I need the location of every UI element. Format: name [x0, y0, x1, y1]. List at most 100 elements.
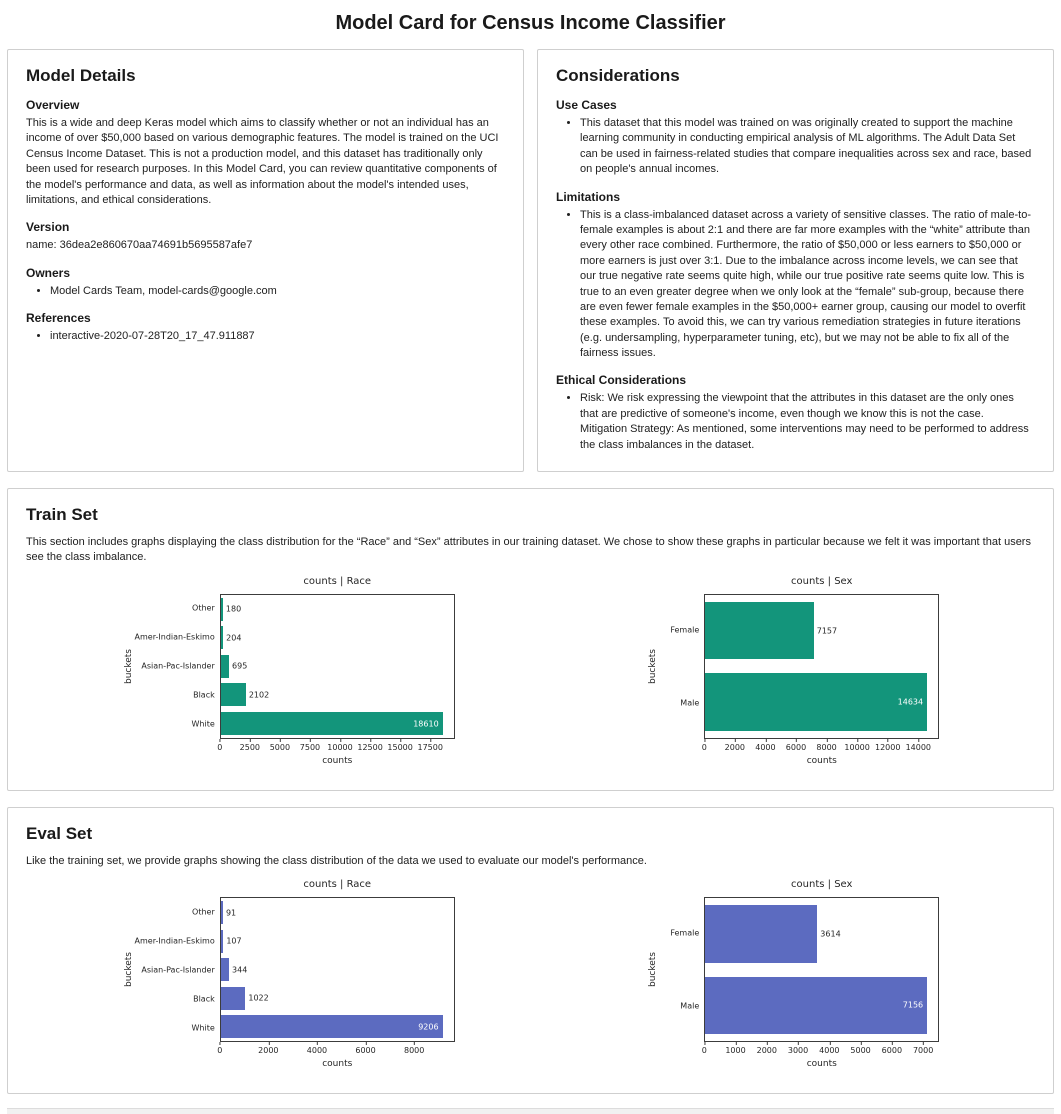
- owners-list: Model Cards Team, model-cards@google.com: [26, 284, 505, 299]
- x-tick-label: 5000: [270, 738, 290, 752]
- eval-sex-chart: counts | Sex buckets Female Male 3614 7156…: [646, 879, 940, 1073]
- chart-y-tick-labels: Female Male: [660, 594, 704, 739]
- x-tick-label: 0: [217, 738, 222, 752]
- y-tick-label: Female: [670, 625, 700, 635]
- use-cases-list: This dataset that this model was trained…: [556, 116, 1035, 178]
- model-details-heading: Model Details: [26, 66, 136, 85]
- limitations-heading: Limitations: [556, 189, 621, 204]
- reference-item: interactive-2020-07-28T20_17_47.911887: [50, 329, 505, 344]
- ethical-risk-text: Risk: We risk expressing the viewpoint t…: [580, 392, 1014, 420]
- considerations-card: Considerations Use Cases This dataset th…: [537, 49, 1054, 473]
- y-tick-label: White: [191, 1023, 215, 1033]
- chart-title: counts | Sex: [791, 575, 853, 587]
- eval-set-description: Like the training set, we provide graphs…: [26, 854, 647, 867]
- chart-x-tick-labels: 0 2500 5000 7500 10000 12500 15000 17500: [217, 738, 455, 756]
- bar-value-label: 9206: [418, 1022, 439, 1032]
- train-set-card: Train Set This section includes graphs d…: [7, 488, 1054, 791]
- x-tick-label: 12500: [357, 738, 383, 752]
- chart-x-axis-label: counts: [322, 755, 353, 766]
- bar-value-label: 3614: [820, 929, 841, 939]
- x-tick-label: 0: [702, 1042, 707, 1055]
- considerations-heading: Considerations: [556, 66, 680, 85]
- chart-y-tick-labels: Other Amer-Indian-Eskimo Asian-Pac-Islande…: [134, 594, 220, 739]
- x-tick-label: 4000: [307, 1042, 327, 1055]
- train-set-description: This section includes graphs displaying …: [26, 536, 1031, 564]
- chart-plot-area: 91 107 344 1022 9206: [219, 897, 455, 1043]
- bar-value-label: 18610: [413, 719, 439, 728]
- x-tick-label: 0: [217, 1042, 222, 1055]
- bar-value-label: 7156: [902, 1000, 924, 1010]
- eval-set-card: Eval Set Like the training set, we provi…: [7, 806, 1054, 1095]
- chart-title: counts | Race: [303, 879, 372, 891]
- y-tick-label: Amer-Indian-Eskimo: [134, 936, 215, 946]
- y-tick-label: Female: [670, 928, 700, 938]
- limitations-list: This is a class-imbalanced dataset acros…: [556, 208, 1035, 362]
- chart-x-tick-labels: 0 2000 4000 6000 8000: [217, 1042, 455, 1059]
- x-tick-label: 7500: [300, 738, 320, 752]
- bar-black: [220, 683, 246, 707]
- version-heading: Version: [26, 220, 70, 235]
- eval-set-heading: Eval Set: [26, 823, 93, 843]
- bar-value-label: 2102: [248, 690, 270, 700]
- train-sex-chart: counts | Sex buckets Female Male 7157 1463…: [646, 575, 940, 770]
- x-tick-label: 12000: [875, 738, 900, 752]
- bar-female: [705, 601, 814, 660]
- x-tick-label: 8000: [404, 1042, 424, 1055]
- x-tick-label: 2500: [240, 738, 260, 752]
- chart-y-tick-labels: Female Male: [660, 897, 704, 1042]
- x-tick-label: 4000: [755, 738, 776, 752]
- x-tick-label: 4000: [819, 1042, 840, 1055]
- x-tick-label: 2000: [757, 1042, 777, 1055]
- chart-x-axis-label: counts: [322, 1059, 353, 1070]
- bar-male: [705, 673, 928, 731]
- x-tick-label: 10000: [327, 738, 353, 752]
- chart-plot-area: 7157 14634: [704, 593, 940, 739]
- x-tick-label: 3000: [788, 1042, 808, 1055]
- y-tick-label: White: [191, 719, 215, 729]
- x-tick-label: 6000: [355, 1042, 376, 1055]
- page-title: Model Card for Census Income Classifier: [335, 12, 726, 34]
- bar-other: [220, 597, 223, 621]
- x-tick-label: 2000: [258, 1042, 279, 1055]
- chart-y-axis-label: buckets: [123, 648, 134, 684]
- bar-value-label: 1022: [248, 993, 269, 1003]
- owners-heading: Owners: [26, 265, 71, 280]
- top-cards-row: Model Details Overview This is a wide an…: [7, 49, 1054, 473]
- y-tick-label: Amer-Indian-Eskimo: [134, 632, 215, 642]
- y-tick-label: Black: [193, 994, 215, 1004]
- bar-value-label: 204: [226, 633, 242, 643]
- next-card-top-edge: [7, 1108, 1054, 1114]
- bar-white: [220, 712, 443, 735]
- y-tick-label: Black: [193, 690, 215, 700]
- eval-race-chart: counts | Race buckets Other Amer-Indian-E…: [122, 879, 455, 1073]
- x-tick-label: 5000: [850, 1042, 871, 1055]
- train-charts-row: counts | Race buckets Other Amer-Indian-E…: [26, 576, 1035, 774]
- y-tick-label: Male: [680, 698, 700, 708]
- x-tick-label: 15000: [387, 738, 413, 752]
- owner-item: Model Cards Team, model-cards@google.com: [50, 284, 505, 299]
- chart-y-axis-label: buckets: [123, 952, 134, 988]
- use-cases-heading: Use Cases: [556, 98, 617, 112]
- ethical-item: Risk: We risk expressing the viewpoint t…: [580, 391, 1035, 453]
- chart-title: counts | Sex: [791, 879, 853, 891]
- y-tick-label: Asian-Pac-Islander: [141, 661, 215, 671]
- train-set-heading: Train Set: [26, 505, 98, 525]
- x-tick-label: 6000: [882, 1042, 902, 1055]
- chart-y-axis-label: buckets: [648, 952, 659, 988]
- chart-y-axis-label: buckets: [648, 648, 659, 684]
- x-tick-label: 2000: [725, 738, 745, 752]
- chart-x-axis-label: counts: [806, 755, 837, 766]
- bar-value-label: 180: [225, 604, 242, 614]
- chart-plot-area: 180 204 695 2102 18610: [219, 593, 455, 739]
- bar-amer-indian-eskimo: [220, 626, 224, 650]
- bar-asian-pac-islander: [220, 958, 230, 982]
- overview-text: This is a wide and deep Keras model whic…: [26, 117, 499, 206]
- bar-female: [705, 905, 818, 963]
- bar-black: [220, 986, 246, 1010]
- references-heading: References: [26, 311, 91, 326]
- x-tick-label: 17500: [417, 738, 443, 752]
- x-tick-label: 6000: [786, 738, 806, 752]
- chart-title: counts | Race: [303, 575, 372, 587]
- x-tick-label: 14000: [906, 738, 931, 752]
- bar-value-label: 7157: [816, 626, 838, 636]
